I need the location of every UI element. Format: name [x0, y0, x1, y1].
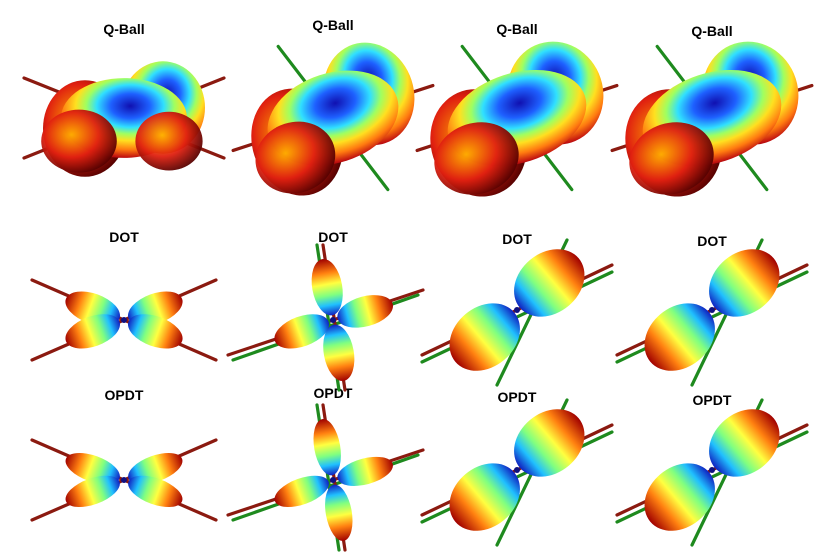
panel-dot-4 [615, 238, 809, 387]
lobe [644, 303, 715, 371]
lobe-glyph-shape [420, 398, 614, 547]
glyph-center [514, 467, 520, 473]
lobe [709, 249, 780, 317]
glyph-center [709, 467, 715, 473]
panel-title: DOT [697, 233, 727, 249]
panel-dot-1 [30, 278, 218, 362]
lobe-body [313, 419, 341, 476]
panel-title: OPDT [693, 392, 732, 408]
lobe [65, 314, 120, 349]
lobe [128, 475, 183, 508]
lobe [514, 249, 585, 317]
lobe-body [337, 456, 393, 486]
panel-title: DOT [318, 229, 348, 245]
lobe [514, 409, 585, 477]
lobe-body [65, 475, 120, 508]
lobe-body [644, 303, 715, 371]
panel-opdt-1 [30, 438, 218, 522]
lobe [274, 314, 329, 349]
qball-lobe [434, 122, 519, 195]
qball-glyph-shape [610, 41, 814, 197]
glyph-center [330, 477, 336, 483]
panel-opdt-4 [615, 398, 809, 547]
lobe-body [449, 463, 520, 531]
lobe-body [65, 314, 120, 349]
lobe-glyph-shape [226, 403, 425, 552]
lobe [337, 295, 393, 328]
glyph-center [121, 317, 127, 323]
panel-title: Q-Ball [312, 17, 353, 33]
lobe-body [128, 314, 183, 349]
panel-opdt-3 [420, 398, 614, 547]
lobe [311, 258, 343, 316]
lobe-body [274, 314, 329, 349]
lobe-glyph-shape [226, 243, 425, 392]
lobe [325, 484, 353, 541]
panel-title: Q-Ball [691, 23, 732, 39]
lobe [313, 419, 341, 476]
qball-lobe [255, 121, 336, 194]
panel-q-ball-1 [22, 61, 226, 177]
lobe [709, 409, 780, 477]
panel-q-ball-4 [610, 41, 814, 197]
glyph-center [709, 307, 715, 313]
lobe [337, 456, 393, 486]
lobe-body [709, 409, 780, 477]
glyph-center [121, 477, 127, 483]
panel-title: DOT [109, 229, 139, 245]
panel-dot-3 [420, 238, 614, 387]
lobe [65, 475, 120, 508]
panel-title: Q-Ball [496, 21, 537, 37]
qball-glyph-shape [22, 61, 226, 177]
panel-opdt-2 [226, 403, 425, 552]
qball-glyph-shape [231, 42, 435, 196]
lobe-glyph-shape [615, 238, 809, 387]
lobe-body [128, 475, 183, 508]
panel-title: OPDT [105, 387, 144, 403]
lobe-body [337, 295, 393, 328]
qball-lobe [135, 111, 203, 171]
glyph-center [330, 317, 336, 323]
qball-lobe [629, 122, 714, 195]
lobe-glyph-shape [615, 398, 809, 547]
lobe [644, 463, 715, 531]
glyph-center [514, 307, 520, 313]
lobe-body [644, 463, 715, 531]
panel-title: DOT [502, 231, 532, 247]
lobe-glyph-shape [30, 278, 218, 362]
panel-title: OPDT [498, 389, 537, 405]
lobe-glyph-shape [30, 438, 218, 522]
lobe-body [325, 484, 353, 541]
panel-q-ball-2 [231, 42, 435, 196]
lobe [449, 463, 520, 531]
lobe-body [514, 249, 585, 317]
lobe-body [274, 475, 329, 508]
lobe [274, 475, 329, 508]
lobe [449, 303, 520, 371]
lobe-body [514, 409, 585, 477]
lobe [128, 314, 183, 349]
qball-lobe [41, 109, 117, 173]
panel-dot-2 [226, 243, 425, 392]
lobe-glyph-shape [420, 238, 614, 387]
qball-glyph-shape [415, 41, 619, 197]
panel-title: OPDT [314, 385, 353, 401]
lobe-body [709, 249, 780, 317]
lobe-body [449, 303, 520, 371]
lobe-body [323, 324, 355, 382]
lobe [323, 324, 355, 382]
panel-title: Q-Ball [103, 21, 144, 37]
lobe-body [311, 258, 343, 316]
panel-q-ball-3 [415, 41, 619, 197]
